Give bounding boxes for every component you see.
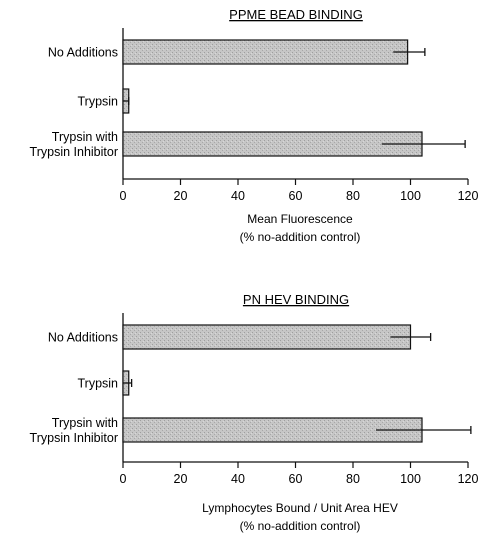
chart-title: PPME BEAD BINDING xyxy=(229,7,363,22)
x-tick-label: 40 xyxy=(231,189,245,203)
x-axis-label: Lymphocytes Bound / Unit Area HEV xyxy=(202,501,398,515)
category-label: Trypsin Inhibitor xyxy=(30,145,118,159)
category-label: Trypsin with xyxy=(52,416,118,430)
x-tick-label: 80 xyxy=(346,189,360,203)
x-tick-label: 100 xyxy=(400,189,421,203)
x-axis-label: Mean Fluorescence xyxy=(247,212,353,226)
panel-ppme-bead-binding: PPME BEAD BINDING 0 20 40 60 80 100 120 No Addit… xyxy=(30,7,479,244)
x-tick-label: 60 xyxy=(289,189,303,203)
category-label: Trypsin xyxy=(77,95,118,109)
x-tick-label: 60 xyxy=(289,472,303,486)
bar xyxy=(122,39,409,65)
bar xyxy=(122,324,412,350)
category-label: No Additions xyxy=(48,331,118,345)
category-label: Trypsin with xyxy=(52,130,118,144)
panel-pn-hev-binding: PN HEV BINDING 0 20 40 60 80 100 120 No Addition… xyxy=(30,292,479,533)
bar xyxy=(122,131,423,157)
x-tick-label: 120 xyxy=(458,472,479,486)
x-tick-label: 20 xyxy=(174,189,188,203)
x-tick-label: 0 xyxy=(120,189,127,203)
chart-title: PN HEV BINDING xyxy=(243,292,349,307)
x-tick-label: 100 xyxy=(400,472,421,486)
x-axis-label: (% no-addition control) xyxy=(240,519,361,533)
category-label: Trypsin Inhibitor xyxy=(30,431,118,445)
x-tick-label: 120 xyxy=(458,189,479,203)
x-axis-label: (% no-addition control) xyxy=(240,230,361,244)
x-tick-label: 80 xyxy=(346,472,360,486)
x-tick-label: 40 xyxy=(231,472,245,486)
category-label: Trypsin xyxy=(77,377,118,391)
category-label: No Additions xyxy=(48,46,118,60)
x-tick-label: 20 xyxy=(174,472,188,486)
x-tick-label: 0 xyxy=(120,472,127,486)
